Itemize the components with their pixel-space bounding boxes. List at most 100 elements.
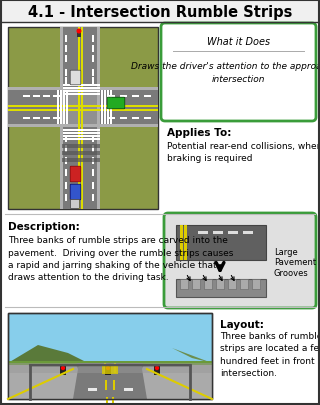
Bar (198, 231, 208, 234)
Bar (92, 70, 94, 77)
Bar (77, 30, 81, 38)
Bar (63, 130, 100, 132)
Polygon shape (142, 365, 212, 399)
Bar (23, 118, 30, 120)
Bar (204, 279, 212, 289)
Bar (23, 96, 30, 98)
Bar (65, 183, 67, 190)
FancyBboxPatch shape (70, 185, 81, 200)
Bar (65, 146, 67, 153)
Bar (92, 183, 94, 190)
Bar (105, 365, 111, 375)
Bar (104, 91, 106, 125)
Text: Large
Pavement
Grooves: Large Pavement Grooves (274, 247, 316, 277)
Bar (92, 78, 94, 85)
Bar (192, 279, 200, 289)
FancyBboxPatch shape (70, 71, 81, 85)
Bar (8, 313, 212, 399)
Bar (53, 118, 60, 120)
Bar (8, 28, 158, 209)
Bar (180, 226, 183, 260)
Circle shape (76, 30, 82, 34)
Bar (65, 194, 67, 202)
Bar (63, 136, 100, 137)
Bar (66, 91, 68, 125)
Text: What it Does: What it Does (207, 37, 270, 47)
Bar (62, 159, 100, 162)
Text: Draws the driver's attention to the approaching
intersection: Draws the driver's attention to the appr… (131, 62, 320, 83)
Text: 4.1 - Intersection Rumble Strips: 4.1 - Intersection Rumble Strips (28, 6, 292, 20)
Bar (60, 28, 63, 209)
Bar (92, 36, 94, 43)
Bar (144, 118, 151, 120)
Bar (105, 380, 107, 390)
Bar (92, 46, 94, 53)
Bar (63, 88, 100, 90)
Bar (216, 279, 224, 289)
Bar (65, 170, 67, 177)
Polygon shape (8, 345, 88, 363)
Bar (53, 96, 60, 98)
Bar (108, 96, 115, 98)
Bar (62, 28, 100, 209)
Bar (87, 388, 97, 391)
Bar (1, 1, 319, 23)
Bar (228, 231, 238, 234)
Bar (184, 226, 187, 260)
Bar (8, 125, 158, 128)
Bar (92, 158, 94, 164)
Bar (65, 78, 67, 85)
Text: Description:: Description: (8, 222, 80, 231)
Bar (43, 96, 50, 98)
Bar (63, 91, 65, 125)
Bar (63, 85, 100, 87)
Bar (92, 136, 94, 143)
Polygon shape (172, 348, 212, 363)
Polygon shape (8, 365, 78, 399)
Bar (65, 158, 67, 164)
Bar (62, 145, 100, 149)
Bar (62, 151, 100, 156)
Bar (144, 96, 151, 98)
Bar (63, 94, 100, 96)
Bar (8, 90, 158, 128)
Circle shape (61, 366, 65, 370)
FancyBboxPatch shape (107, 98, 125, 109)
Bar (65, 46, 67, 53)
Bar (154, 365, 160, 375)
Bar (213, 231, 223, 234)
Bar (252, 279, 260, 289)
Text: Three banks of rumble strips are carved into the
pavement.  Driving over the rum: Three banks of rumble strips are carved … (8, 235, 233, 282)
Bar (97, 28, 100, 209)
FancyBboxPatch shape (70, 200, 79, 209)
Bar (92, 170, 94, 177)
Bar (78, 28, 80, 209)
Bar (8, 110, 158, 112)
Bar (120, 118, 127, 120)
Bar (33, 118, 40, 120)
Bar (8, 363, 212, 373)
Bar (62, 90, 100, 128)
Bar (92, 194, 94, 202)
Bar (106, 396, 108, 405)
Bar (8, 361, 212, 375)
Bar (92, 146, 94, 153)
Bar (108, 118, 115, 120)
Bar (57, 91, 59, 125)
Circle shape (155, 366, 159, 370)
Bar (65, 36, 67, 43)
Bar (8, 106, 158, 108)
FancyBboxPatch shape (164, 213, 316, 308)
Bar (63, 91, 100, 93)
Bar (132, 118, 139, 120)
Bar (101, 91, 103, 125)
FancyBboxPatch shape (161, 24, 316, 121)
FancyBboxPatch shape (70, 167, 81, 182)
Polygon shape (8, 363, 212, 399)
Bar (65, 56, 67, 63)
Bar (176, 226, 266, 260)
Bar (180, 279, 188, 289)
Bar (63, 139, 100, 141)
Bar (92, 56, 94, 63)
Text: Applies To:: Applies To: (167, 128, 231, 138)
